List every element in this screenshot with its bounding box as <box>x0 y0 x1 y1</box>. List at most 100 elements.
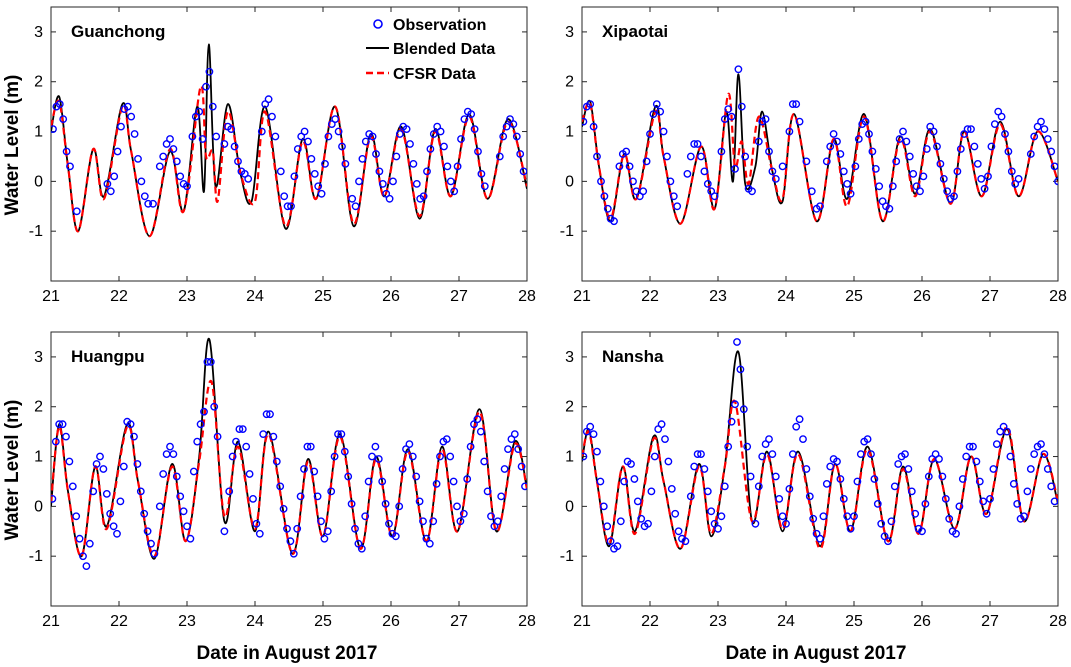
observation-point <box>220 527 229 536</box>
observation-point <box>656 107 665 116</box>
observation-point <box>337 430 346 438</box>
observation-point <box>720 115 729 124</box>
observation-point <box>788 100 797 109</box>
observation-point <box>642 157 651 166</box>
observation-point <box>1037 117 1045 126</box>
observation-point <box>147 539 155 548</box>
observation-point <box>1054 177 1058 186</box>
y-tick-label: 2 <box>34 74 43 91</box>
x-tick-label: 28 <box>1049 613 1067 630</box>
observation-point <box>509 120 518 129</box>
observation-point <box>871 164 880 173</box>
observation-point <box>188 132 197 141</box>
observation-point <box>739 405 748 414</box>
observation-point <box>364 477 373 486</box>
observation-point <box>290 172 299 181</box>
observation-point <box>113 529 121 538</box>
x-tick-label: 21 <box>573 613 591 630</box>
observation-point <box>986 494 994 503</box>
observation-point <box>374 455 383 463</box>
x-tick-label: 24 <box>777 288 795 305</box>
observation-point <box>673 202 682 211</box>
y-tick-label: 3 <box>565 349 574 366</box>
observation-point <box>853 477 862 486</box>
observation-point <box>693 450 702 458</box>
observation-point <box>863 435 872 443</box>
observation-point <box>130 432 138 441</box>
observation-point <box>1040 125 1049 134</box>
observation-point <box>323 527 332 536</box>
observation-point <box>213 432 222 441</box>
observation-point <box>761 115 770 124</box>
observation-point <box>613 542 622 551</box>
observation-point <box>743 442 752 451</box>
observation-point <box>317 517 325 526</box>
observation-point <box>724 105 733 114</box>
observation-point <box>331 115 340 124</box>
observation-point <box>340 447 349 456</box>
observation-point <box>888 182 897 191</box>
observation-point <box>474 147 482 156</box>
y-tick-label: 2 <box>34 399 43 416</box>
observation-point <box>252 519 261 528</box>
observation-point <box>303 442 312 451</box>
observation-point <box>242 442 251 451</box>
observation-point <box>785 484 794 493</box>
observation-point <box>816 202 824 211</box>
observation-point <box>775 494 784 503</box>
observation-point <box>615 162 624 171</box>
observation-point <box>195 107 204 116</box>
observation-point <box>754 137 763 146</box>
legend: Observation Blended Data CFSR Data <box>366 17 495 83</box>
observation-point <box>259 430 268 438</box>
x-tick-label: 25 <box>845 613 863 630</box>
observation-point <box>375 167 384 176</box>
observation-point <box>136 487 145 496</box>
observation-point <box>809 514 818 523</box>
observation-point <box>943 187 952 196</box>
observation-point <box>500 465 509 473</box>
observation-point <box>169 145 178 153</box>
observation-point <box>473 415 482 424</box>
observation-point <box>493 517 502 526</box>
observation-point <box>933 142 941 151</box>
observation-point <box>935 455 943 463</box>
observation-point <box>1004 147 1013 156</box>
observation-point <box>737 102 746 111</box>
observation-point <box>456 517 465 526</box>
observation-point <box>799 435 807 443</box>
observation-point <box>873 499 882 508</box>
observation-point <box>710 192 719 201</box>
observation-point <box>419 517 427 526</box>
observation-point <box>372 150 380 158</box>
observation-point <box>936 159 945 168</box>
x-tick-label: 21 <box>573 288 591 305</box>
observation-point <box>667 484 676 493</box>
observation-point <box>79 552 87 561</box>
observation-point <box>140 192 149 201</box>
observation-point <box>355 177 363 186</box>
observation-point <box>225 487 234 496</box>
observation-point <box>429 517 438 526</box>
y-tick-label: 2 <box>565 74 574 91</box>
observation-point <box>987 142 996 151</box>
observation-point <box>361 137 370 146</box>
observation-point <box>683 169 692 178</box>
observation-point <box>1014 174 1023 183</box>
observation-point <box>280 192 289 201</box>
observation-point <box>724 442 733 451</box>
observation-point <box>720 482 729 491</box>
observation-point <box>502 122 511 131</box>
observation-point <box>519 167 527 176</box>
observation-point <box>965 442 974 451</box>
observation-point <box>945 514 954 523</box>
observation-point <box>953 167 962 176</box>
observation-point <box>378 179 387 188</box>
observation-point <box>348 194 357 203</box>
panel-title: Guanchong <box>71 22 165 41</box>
observation-point <box>629 177 637 186</box>
observation-point <box>470 125 479 134</box>
x-axis-label-right: Date in August 2017 <box>726 643 907 664</box>
observation-point <box>902 137 911 146</box>
